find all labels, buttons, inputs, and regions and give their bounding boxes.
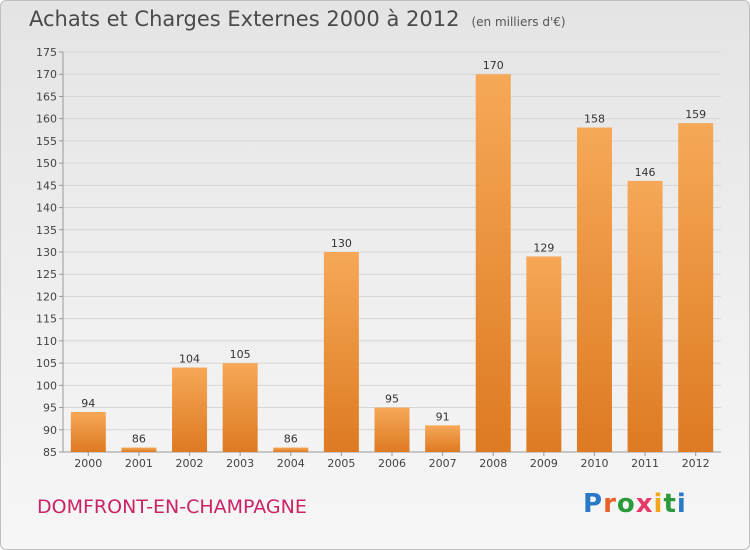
- data-label: 95: [385, 393, 399, 406]
- bar: [172, 367, 208, 452]
- bar: [576, 127, 612, 453]
- y-tick-label: 145: [36, 179, 57, 192]
- x-tick-label: 2000: [74, 457, 102, 470]
- bar: [323, 252, 359, 452]
- chart-subtitle: (en milliers d'€): [471, 15, 566, 29]
- chart-title-text: Achats et Charges Externes 2000 à 2012: [29, 7, 460, 31]
- y-tick-label: 90: [43, 424, 57, 437]
- y-tick-label: 130: [36, 246, 57, 259]
- data-label: 104: [179, 353, 200, 366]
- x-tick-label: 2002: [176, 457, 204, 470]
- bar: [70, 412, 106, 452]
- bar: [273, 447, 309, 452]
- y-tick-label: 115: [36, 313, 57, 326]
- y-tick-label: 135: [36, 224, 57, 237]
- data-label: 130: [331, 237, 352, 250]
- data-label: 91: [436, 410, 450, 423]
- y-tick-label: 140: [36, 202, 57, 215]
- bar: [121, 447, 157, 452]
- y-tick-label: 110: [36, 335, 57, 348]
- bar: [678, 123, 714, 452]
- logo-letter: r: [603, 489, 617, 519]
- y-tick-label: 85: [43, 446, 57, 459]
- data-label: 158: [584, 113, 605, 126]
- y-tick-label: 120: [36, 290, 57, 303]
- y-tick-label: 165: [36, 90, 57, 103]
- data-label: 170: [483, 59, 504, 72]
- data-label: 159: [685, 108, 706, 121]
- logo-letter: i: [676, 489, 687, 519]
- bar: [425, 425, 461, 452]
- data-label: 146: [635, 166, 656, 179]
- x-tick-label: 2005: [327, 457, 355, 470]
- x-tick-label: 2006: [378, 457, 406, 470]
- data-label: 105: [230, 348, 251, 361]
- x-tick-label: 2011: [631, 457, 659, 470]
- y-tick-label: 160: [36, 113, 57, 126]
- y-tick-label: 100: [36, 379, 57, 392]
- y-tick-label: 175: [36, 46, 57, 59]
- x-tick-label: 2004: [277, 457, 305, 470]
- x-tick-label: 2001: [125, 457, 153, 470]
- logo-letter: P: [583, 489, 604, 519]
- y-tick-label: 155: [36, 135, 57, 148]
- logo-letter: i: [653, 489, 664, 519]
- data-label: 86: [284, 433, 298, 446]
- bar: [627, 180, 663, 452]
- y-tick-label: 125: [36, 268, 57, 281]
- y-tick-label: 105: [36, 357, 57, 370]
- bar: [475, 74, 511, 452]
- proxiti-logo: Proxiti: [583, 489, 687, 519]
- commune-name: DOMFRONT-EN-CHAMPAGNE: [37, 496, 307, 518]
- x-tick-label: 2003: [226, 457, 254, 470]
- x-tick-label: 2009: [530, 457, 558, 470]
- x-tick-label: 2012: [682, 457, 710, 470]
- bar: [526, 256, 562, 452]
- logo-letter: t: [663, 489, 677, 519]
- data-label: 129: [533, 241, 554, 254]
- bar: [222, 363, 258, 452]
- x-tick-label: 2010: [580, 457, 608, 470]
- chart-title: Achats et Charges Externes 2000 à 2012 (e…: [29, 7, 566, 31]
- y-tick-label: 150: [36, 157, 57, 170]
- logo-letter: o: [616, 489, 636, 519]
- x-tick-label: 2008: [479, 457, 507, 470]
- y-tick-label: 170: [36, 68, 57, 81]
- logo-letter: x: [635, 489, 654, 519]
- bar: [374, 407, 410, 452]
- x-tick-label: 2007: [429, 457, 457, 470]
- y-tick-label: 95: [43, 402, 57, 415]
- data-label: 86: [132, 433, 146, 446]
- data-label: 94: [81, 397, 95, 410]
